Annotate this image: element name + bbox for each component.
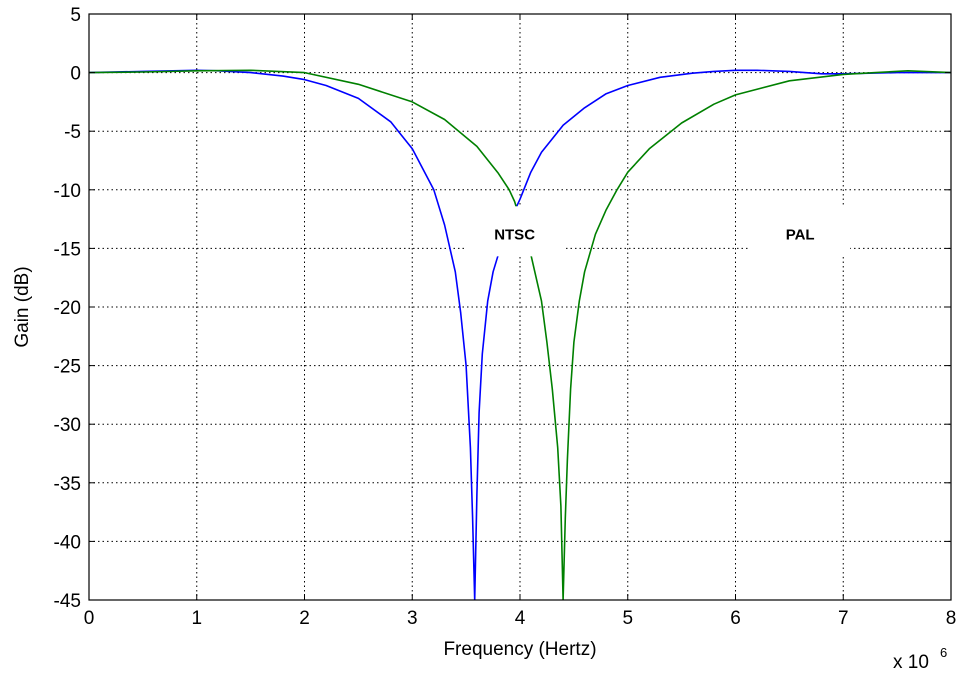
x-axis-label: Frequency (Hertz) [443,639,596,660]
annotation-background [464,206,565,257]
x-tick-label: 6 [730,608,741,629]
x-multiplier-exponent: 6 [940,645,947,660]
x-tick-label: 0 [84,608,95,629]
x-tick-label: 3 [407,608,418,629]
y-axis-label: Gain (dB) [12,266,33,347]
series-line-1 [89,69,951,600]
x-tick-label: 1 [191,608,202,629]
x-multiplier-label: x 10 [893,652,929,673]
grid [89,14,951,600]
y-tick-label: -10 [54,181,81,202]
annotation-label: NTSC [494,226,535,243]
y-tick-label: -20 [54,298,81,319]
y-tick-label: -5 [64,122,81,143]
y-tick-label: -45 [54,591,81,612]
x-tick-label: 2 [299,608,310,629]
y-tick-label: -40 [54,532,81,553]
y-tick-label: -35 [54,474,81,495]
annotation-background [750,206,851,257]
annotation-label: PAL [786,226,815,243]
x-tick-label: 5 [622,608,633,629]
y-tick-label: -30 [54,415,81,436]
x-tick-label: 4 [515,608,526,629]
series-layer [89,69,951,600]
ticks: 0 1 2 3 4 5 6 7 8 5 0 -5 -10 -15 -20 -25 -30 -35 -40 -45 [54,5,957,629]
annotations: NTSC PAL [464,206,851,257]
y-tick-label: -25 [54,357,81,378]
y-tick-label: -15 [54,239,81,260]
x-tick-label: 8 [946,608,957,629]
series-line-2 [89,69,951,600]
x-tick-label: 7 [838,608,849,629]
y-tick-label: 0 [70,64,81,85]
y-tick-label: 5 [70,5,81,26]
